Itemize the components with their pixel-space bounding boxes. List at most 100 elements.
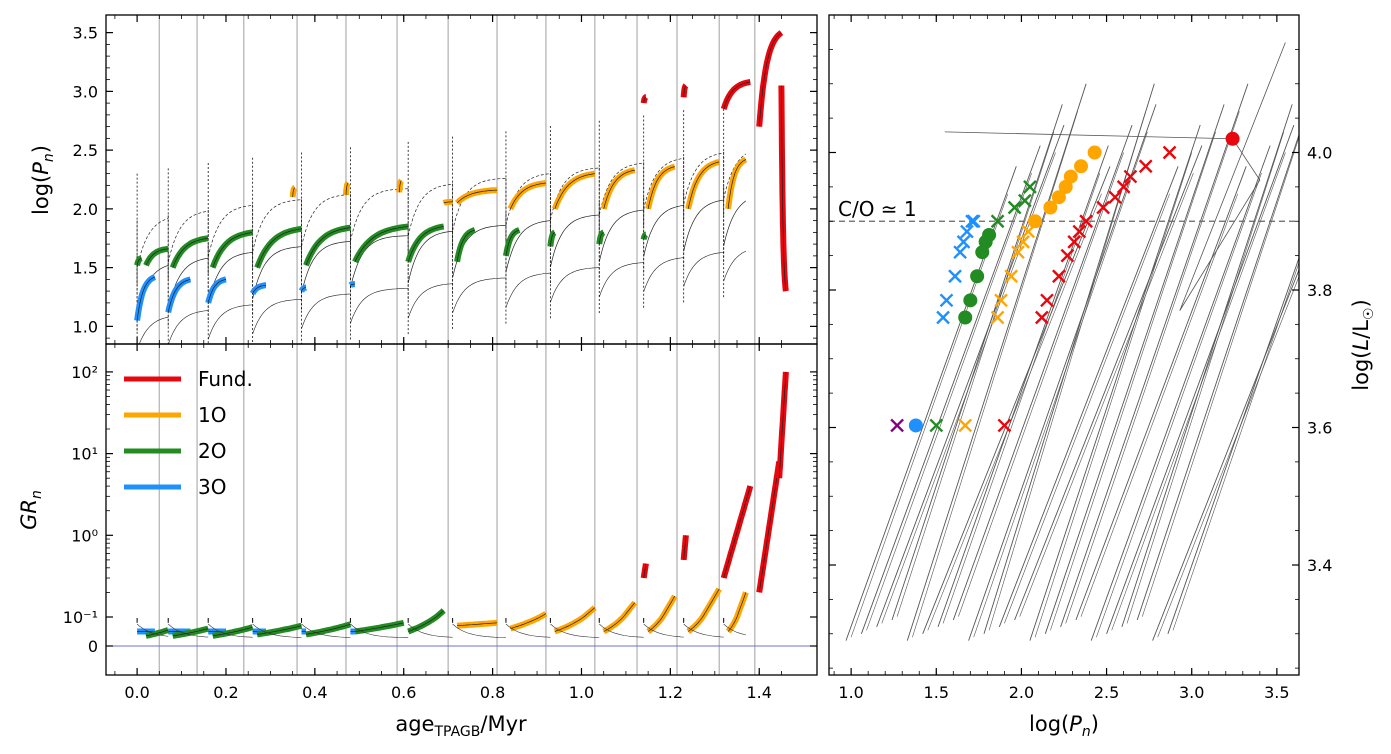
third-overtone-dot-marker bbox=[908, 418, 923, 433]
y-tick-label: 10¹ bbox=[71, 445, 98, 464]
second-overtone-cross-marker bbox=[1017, 193, 1032, 208]
mode-segment-core bbox=[687, 161, 720, 209]
evolution-track bbox=[1060, 83, 1249, 628]
negative-growth-track bbox=[643, 623, 684, 638]
evolution-track bbox=[1096, 172, 1262, 638]
mode-segment-core bbox=[407, 226, 444, 262]
fundamental-dot-marker bbox=[1225, 131, 1240, 146]
mode-period-track bbox=[598, 209, 644, 262]
evolution-track bbox=[983, 83, 1155, 634]
growth-segment-core bbox=[408, 610, 444, 632]
mode-segment-core bbox=[598, 232, 604, 245]
y-tick-label: 3.6 bbox=[1307, 419, 1332, 438]
cross-stroke bbox=[960, 224, 974, 239]
cross-stroke bbox=[936, 310, 950, 325]
cross-stroke bbox=[1017, 193, 1032, 208]
mode-period-track bbox=[350, 235, 409, 289]
cross-stroke bbox=[958, 418, 973, 433]
cross-stroke bbox=[990, 310, 1005, 325]
growth-segment-core bbox=[687, 588, 720, 632]
growth-segment-core bbox=[457, 622, 498, 627]
first-overtone-cross-marker bbox=[1016, 235, 1030, 249]
evolution-track bbox=[1167, 256, 1299, 634]
y-tick-label: 3.0 bbox=[73, 82, 98, 101]
evolution-track bbox=[922, 166, 1111, 634]
x-tick-label: 0.8 bbox=[480, 683, 505, 702]
fundamental-cross-marker bbox=[1096, 200, 1111, 215]
mode-segment-core bbox=[554, 173, 595, 210]
legend-label-first-overtone: 1O bbox=[198, 403, 226, 427]
mode-period-track bbox=[136, 218, 169, 268]
y-tick-label: 3.8 bbox=[1307, 281, 1332, 300]
right-xlabel: log(Pn) bbox=[1029, 712, 1099, 740]
evolution-track bbox=[1019, 172, 1194, 617]
y-tick-label: 4.0 bbox=[1307, 144, 1332, 163]
third-overtone-cross-marker bbox=[936, 310, 950, 325]
mode-period-track bbox=[723, 250, 747, 282]
first-overtone-dot-marker bbox=[1063, 169, 1078, 184]
evolution-track bbox=[1142, 136, 1299, 617]
evolution-track bbox=[860, 145, 1041, 634]
mode-segment-core bbox=[345, 182, 349, 195]
y-tick-label: 0 bbox=[88, 637, 98, 656]
evolution-track bbox=[1136, 133, 1299, 621]
mode-period-track bbox=[550, 267, 600, 303]
cross-stroke bbox=[1072, 224, 1087, 239]
growth-segment-core bbox=[683, 535, 687, 560]
first-overtone-cross-marker bbox=[958, 418, 973, 433]
period-axis-ticks: 1.0 1.5 2.0 2.5 3.0 3.5 bbox=[73, 15, 817, 344]
fundamental-cross-marker bbox=[1116, 180, 1131, 194]
negative-growth-track bbox=[252, 623, 302, 638]
mode-segment-core bbox=[443, 201, 453, 204]
mode-period-track bbox=[505, 272, 551, 308]
mode-period-track bbox=[452, 177, 506, 231]
third-overtone-cross-marker bbox=[948, 269, 962, 284]
cross-stroke bbox=[1035, 310, 1049, 325]
fundamental-cross-marker bbox=[1060, 248, 1075, 263]
negative-growth-track bbox=[683, 623, 724, 638]
cross-stroke bbox=[994, 293, 1008, 308]
mode-segment-core bbox=[727, 159, 747, 209]
mode-period-track bbox=[252, 246, 302, 299]
bottom-left-xlabel: ageTPAGB/Myr bbox=[395, 712, 527, 740]
growth-segment-core bbox=[727, 592, 747, 632]
first-overtone-cross-marker bbox=[990, 310, 1005, 325]
fundamental-cross-marker bbox=[1035, 310, 1049, 325]
fundamental-cross-marker bbox=[1138, 159, 1153, 174]
first-overtone-cross-marker bbox=[994, 293, 1008, 308]
third-overtone-cross-marker bbox=[965, 214, 979, 229]
mode-segment-core bbox=[683, 85, 687, 98]
evolution-track bbox=[998, 166, 1179, 628]
mode-segment-core bbox=[505, 229, 520, 256]
mode-period-track bbox=[407, 183, 453, 236]
period-plot-area bbox=[134, 15, 789, 344]
cross-stroke bbox=[1011, 245, 1025, 260]
x-tick-label: 1.0 bbox=[569, 683, 594, 702]
bottom-left-ylabel: GRn bbox=[17, 490, 45, 530]
y-tick-label: 10⁰ bbox=[71, 526, 98, 545]
mode-segment-core bbox=[643, 234, 647, 240]
cross-stroke bbox=[956, 235, 971, 249]
mode-period-track bbox=[505, 220, 551, 273]
second-overtone-dot-marker bbox=[982, 228, 997, 242]
y-tick-label: 10⁻¹ bbox=[63, 608, 98, 627]
mode-period-track bbox=[407, 230, 453, 283]
mode-segment-core bbox=[301, 287, 306, 292]
y-tick-label: 3.5 bbox=[73, 24, 98, 43]
right-frame bbox=[828, 14, 1300, 676]
cross-stroke bbox=[965, 214, 979, 229]
mode-segment-core bbox=[456, 189, 498, 204]
first-overtone-cross-marker bbox=[1011, 245, 1025, 260]
evolution-track bbox=[850, 193, 1009, 638]
cross-stroke bbox=[990, 214, 1005, 229]
mode-segment-core bbox=[781, 85, 787, 292]
x-tick-label: 2.5 bbox=[1094, 683, 1119, 702]
mode-segment-core bbox=[207, 279, 227, 303]
mode-period-track bbox=[168, 310, 209, 344]
evolution-track bbox=[968, 104, 1157, 641]
other-cross-marker bbox=[890, 418, 904, 433]
mode-segment-core bbox=[136, 257, 142, 266]
growth-segment-core bbox=[778, 371, 787, 479]
evolution-track bbox=[1044, 104, 1225, 634]
